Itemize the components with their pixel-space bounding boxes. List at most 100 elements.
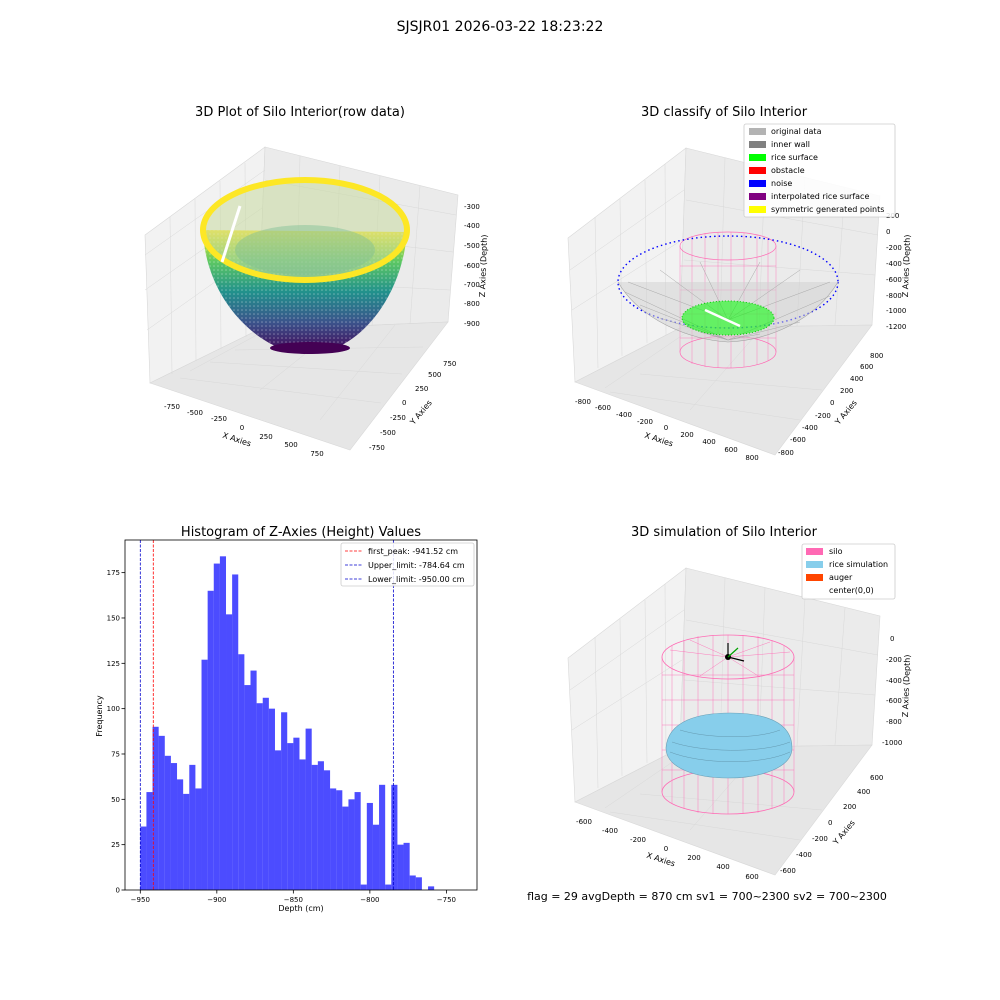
histogram-bar bbox=[219, 556, 227, 890]
raw-x-tick: 0 bbox=[240, 424, 244, 432]
simulation-x-tick: 400 bbox=[716, 863, 729, 871]
classify-z-label: Z Axies (Depth) bbox=[901, 234, 912, 297]
simulation-z-tick: 0 bbox=[890, 635, 894, 643]
legend-label-rice-simulation: rice simulation bbox=[829, 560, 888, 569]
classify-z-tick: -800 bbox=[886, 292, 902, 300]
panel-raw-3d: 3D Plot of Silo Interior(row data) bbox=[144, 105, 489, 458]
histogram-x-tick-label: −900 bbox=[207, 896, 226, 904]
histogram-bar bbox=[262, 697, 269, 890]
histogram-legend: first_peak: -941.52 cm Upper_limit: -784… bbox=[340, 542, 475, 587]
legend-swatch-original-data bbox=[749, 128, 766, 135]
simulation-x-tick: 0 bbox=[664, 845, 668, 853]
legend-swatch-auger bbox=[806, 574, 823, 581]
simulation-y-tick: -600 bbox=[780, 867, 796, 875]
classify-z-tick: 0 bbox=[886, 228, 890, 236]
histogram-bar bbox=[415, 877, 422, 890]
histogram-bar bbox=[336, 790, 343, 890]
classify-z-tick: -400 bbox=[886, 260, 902, 268]
classify-y-tick: -200 bbox=[815, 412, 831, 420]
histogram-bar bbox=[177, 779, 184, 890]
classify-y-tick: 800 bbox=[870, 352, 883, 360]
status-footer: flag = 29 avgDepth = 870 cm sv1 = 700~23… bbox=[527, 890, 887, 903]
histogram-bar bbox=[232, 574, 239, 890]
simulation-y-tick: 200 bbox=[843, 803, 856, 811]
histogram-bar bbox=[342, 806, 349, 890]
histogram-bar bbox=[330, 788, 337, 890]
histogram-x-ticks: −950 −900 −850 −800 −750 bbox=[131, 890, 456, 904]
raw-x-tick: 250 bbox=[259, 433, 272, 441]
simulation-y-tick: 400 bbox=[857, 788, 870, 796]
histogram-bar bbox=[372, 824, 380, 890]
raw-z-tick: -500 bbox=[464, 242, 480, 250]
histogram-bar bbox=[323, 770, 331, 890]
legend-swatch-silo bbox=[806, 548, 823, 555]
classify-y-tick: -800 bbox=[778, 449, 794, 457]
legend-label-center: center(0,0) bbox=[829, 586, 874, 595]
histogram-bar bbox=[207, 590, 214, 890]
classify-y-tick: 600 bbox=[860, 363, 873, 371]
legend-swatch-noise bbox=[749, 180, 766, 187]
raw-y-tick: 500 bbox=[428, 371, 441, 379]
histogram-y-tick-label: 25 bbox=[111, 841, 120, 849]
histogram-bar bbox=[287, 743, 294, 890]
raw-y-label: Y Axies bbox=[408, 398, 434, 427]
legend-label-inner-wall: inner wall bbox=[771, 140, 810, 149]
simulation-y-tick: -200 bbox=[812, 835, 828, 843]
histogram-bar bbox=[256, 703, 263, 890]
histogram-bar bbox=[409, 875, 416, 890]
simulation-y-tick: 0 bbox=[828, 819, 832, 827]
classify-x-label: X Axies bbox=[643, 431, 674, 449]
panel-simulation-3d: 3D simulation of Silo Interior -600 -400… bbox=[567, 525, 912, 881]
classify-z-tick: -1200 bbox=[886, 323, 906, 331]
histogram-bar bbox=[238, 654, 245, 890]
panel-histogram: Histogram of Z-Axies (Height) Values −95… bbox=[95, 525, 478, 913]
raw-z-tick: -700 bbox=[464, 281, 480, 289]
simulation-z-tick: -800 bbox=[886, 718, 902, 726]
simulation-x-label: X Axies bbox=[645, 851, 676, 869]
legend-swatch-rice-surface bbox=[749, 154, 766, 161]
histogram-bar bbox=[391, 784, 398, 890]
legend-label-first-peak: first_peak: -941.52 cm bbox=[368, 547, 458, 556]
raw-y-tick: 750 bbox=[443, 360, 456, 368]
legend-swatch-inner-wall bbox=[749, 141, 766, 148]
legend-label-original-data: original data bbox=[771, 127, 822, 136]
histogram-bar bbox=[244, 685, 251, 890]
raw-y-tick: -250 bbox=[390, 414, 406, 422]
legend-label-symmetric-generated-points: symmetric generated points bbox=[771, 205, 884, 214]
classify-y-tick: 0 bbox=[830, 399, 834, 407]
classify-x-tick: 400 bbox=[702, 438, 715, 446]
legend-label-obstacle: obstacle bbox=[771, 166, 805, 175]
histogram-bar bbox=[397, 844, 404, 890]
histogram-bar bbox=[348, 799, 355, 890]
histogram-bar bbox=[403, 842, 410, 890]
panel-classify-3d: 3D classify of Silo Interior -800 -600 -… bbox=[567, 105, 912, 462]
raw-y-tick: 250 bbox=[415, 385, 428, 393]
histogram-bar bbox=[170, 763, 178, 890]
legend-label-silo: silo bbox=[829, 547, 843, 556]
histogram-title: Histogram of Z-Axies (Height) Values bbox=[181, 525, 421, 540]
histogram-y-label: Frequency bbox=[95, 695, 104, 737]
histogram-bar bbox=[293, 737, 300, 890]
panel-simulation-title: 3D simulation of Silo Interior bbox=[631, 525, 818, 540]
legend-label-noise: noise bbox=[771, 179, 792, 188]
panel-classify-title: 3D classify of Silo Interior bbox=[641, 105, 808, 120]
raw-y-tick: 0 bbox=[402, 399, 406, 407]
legend-swatch-center bbox=[806, 587, 823, 594]
raw-y-tick: -750 bbox=[369, 444, 385, 452]
simulation-z-tick: -400 bbox=[886, 677, 902, 685]
histogram-bar bbox=[354, 792, 361, 890]
histogram-x-label: Depth (cm) bbox=[278, 904, 323, 913]
raw-x-tick: -750 bbox=[164, 403, 180, 411]
classify-x-tick: 600 bbox=[724, 446, 737, 454]
panel-raw-title: 3D Plot of Silo Interior(row data) bbox=[195, 105, 405, 120]
raw-x-tick: 500 bbox=[284, 441, 297, 449]
classify-x-tick: -800 bbox=[575, 398, 591, 406]
histogram-bar bbox=[379, 784, 386, 890]
raw-z-tick: -800 bbox=[464, 300, 480, 308]
histogram-bar bbox=[299, 759, 306, 890]
histogram-bar bbox=[274, 750, 282, 890]
histogram-y-tick-label: 0 bbox=[116, 887, 120, 895]
classify-x-tick: 0 bbox=[664, 424, 668, 432]
raw-z-label: Z Axies (Depth) bbox=[478, 234, 489, 297]
